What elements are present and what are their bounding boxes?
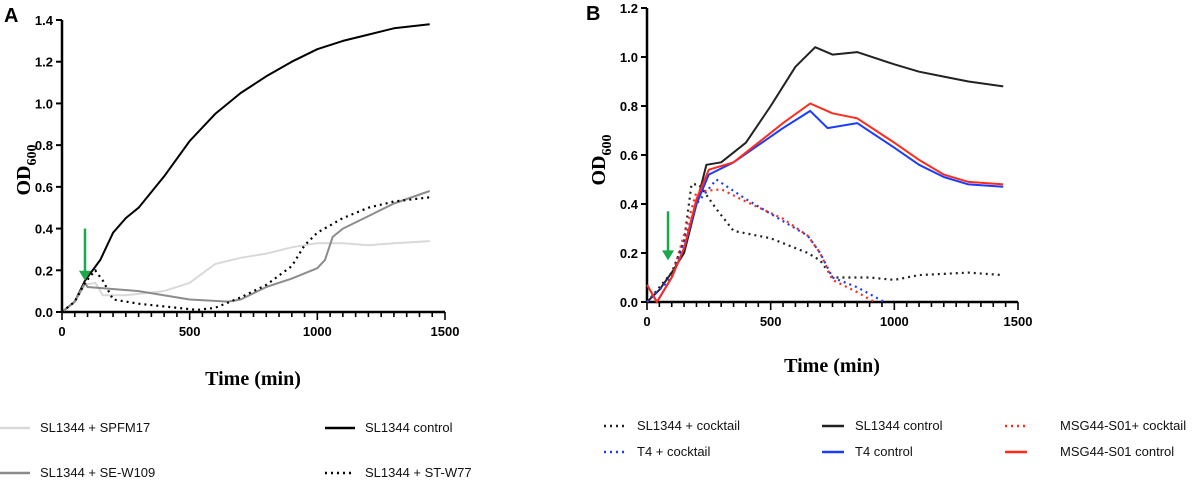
legend-item: SL1344 + SPFM17 bbox=[0, 420, 150, 435]
legend: SL1344 + SPFM17 SL1344 control SL1344 + SE… bbox=[0, 420, 472, 480]
legend-label: SL1344 + SE-W109 bbox=[40, 465, 155, 480]
series-line bbox=[646, 109, 1004, 303]
series-line bbox=[646, 183, 1004, 303]
y-axis-label: OD600 bbox=[588, 135, 615, 186]
y-tick-label: 0.2 bbox=[35, 263, 53, 278]
y-tick-label: 1.2 bbox=[35, 55, 53, 70]
legend-item: T4 + cocktail bbox=[604, 444, 710, 459]
y-axis-label-main: OD bbox=[588, 156, 610, 186]
series-line bbox=[61, 190, 431, 313]
legend-label: T4 control bbox=[855, 444, 913, 459]
y-tick-label: 0.2 bbox=[620, 246, 638, 261]
legend-item: MSG44-S01 control bbox=[1005, 444, 1174, 459]
legend-label: SL1344 + SPFM17 bbox=[40, 420, 150, 435]
arrow-icon bbox=[78, 270, 91, 281]
y-tick-label: 0.8 bbox=[620, 99, 638, 114]
series-line bbox=[61, 240, 430, 313]
legend-item: SL1344 control bbox=[325, 420, 453, 435]
legend-label: SL1344 control bbox=[365, 420, 453, 435]
y-axis-label-subscript: 600 bbox=[600, 135, 615, 156]
legend-item: SL1344 + ST-W77 bbox=[325, 465, 472, 480]
x-tick-label: 1500 bbox=[431, 324, 460, 339]
x-tick-label: 0 bbox=[643, 314, 650, 329]
y-tick-label: 0.0 bbox=[620, 295, 638, 310]
y-tick-label: 0.0 bbox=[35, 305, 53, 320]
x-tick-label: 1000 bbox=[880, 314, 909, 329]
panel-label: A bbox=[4, 5, 18, 27]
panel-a: A 0.0 0.2 0.4 0.6 0.8 1.0 1.2 1.4 0 500 1000 1500 OD6… bbox=[0, 5, 472, 480]
legend-label: SL1344 + cocktail bbox=[637, 418, 740, 433]
legend-item: MSG44-S01+ cocktail bbox=[1005, 418, 1186, 433]
y-tick-label: 1.0 bbox=[35, 96, 53, 111]
y-axis-label: OD600 bbox=[13, 145, 40, 196]
x-tick-label: 500 bbox=[760, 314, 782, 329]
series-line bbox=[646, 102, 1004, 303]
x-tick-label: 500 bbox=[179, 324, 201, 339]
y-tick-label: 1.4 bbox=[35, 13, 54, 28]
legend-label: SL1344 control bbox=[855, 418, 943, 433]
x-tick-label: 1000 bbox=[303, 324, 332, 339]
series-line bbox=[61, 196, 430, 313]
arrow-icon bbox=[662, 250, 675, 261]
legend-item: SL1344 control bbox=[822, 418, 943, 433]
panel-label: B bbox=[586, 3, 600, 25]
y-tick-label: 0.4 bbox=[620, 197, 639, 212]
y-tick-label: 0.6 bbox=[620, 148, 638, 163]
x-axis-label: Time (min) bbox=[784, 355, 880, 377]
x-tick-label: 0 bbox=[58, 324, 65, 339]
y-tick-label: 0.6 bbox=[35, 180, 53, 195]
series-line bbox=[646, 46, 1004, 303]
legend-label: T4 + cocktail bbox=[637, 444, 710, 459]
x-tick-label: 1500 bbox=[1004, 314, 1033, 329]
legend-label: SL1344 + ST-W77 bbox=[365, 465, 472, 480]
x-axis-label: Time (min) bbox=[205, 368, 301, 390]
series-line bbox=[646, 188, 876, 303]
legend-item: SL1344 + cocktail bbox=[604, 418, 740, 433]
series-line bbox=[646, 178, 885, 303]
panel-b: B 0.0 0.2 0.4 0.6 0.8 1.0 1.2 0 500 1000 1500 OD600 T… bbox=[586, 1, 1186, 459]
y-axis-label-main: OD bbox=[13, 166, 35, 196]
y-tick-label: 0.8 bbox=[35, 138, 53, 153]
y-tick-label: 0.4 bbox=[35, 222, 54, 237]
legend-item: T4 control bbox=[822, 444, 913, 459]
legend-item: SL1344 + SE-W109 bbox=[0, 465, 155, 480]
legend-label: MSG44-S01 control bbox=[1060, 444, 1174, 459]
y-axis-label-subscript: 600 bbox=[25, 145, 40, 166]
y-tick-label: 1.2 bbox=[620, 1, 638, 16]
series-line bbox=[61, 23, 430, 313]
legend: SL1344 + cocktail SL1344 control MSG44-S01… bbox=[604, 418, 1186, 459]
y-tick-label: 1.0 bbox=[620, 50, 638, 65]
legend-label: MSG44-S01+ cocktail bbox=[1060, 418, 1186, 433]
